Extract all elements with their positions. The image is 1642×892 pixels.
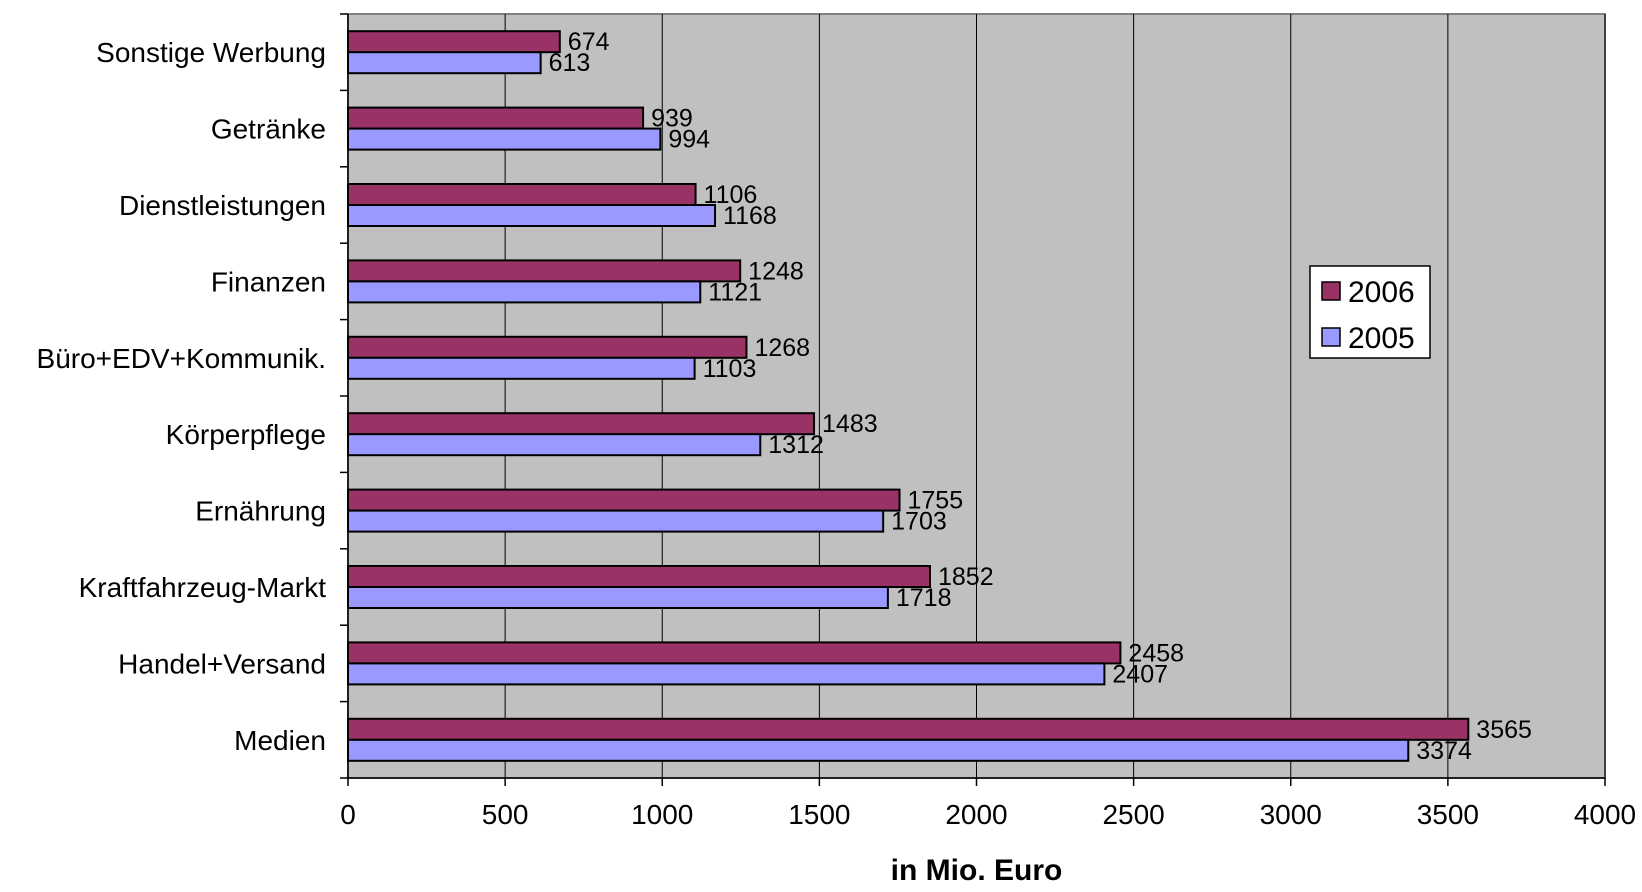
legend-swatch-2005 xyxy=(1321,327,1341,347)
bar-2005 xyxy=(347,51,542,75)
bar-2005 xyxy=(347,738,1410,762)
data-label: 1268 xyxy=(754,334,810,362)
data-label: 1248 xyxy=(748,257,804,285)
category-label: Medien xyxy=(234,725,326,756)
bar-2005 xyxy=(347,127,662,151)
category-label: Kraftfahrzeug-Markt xyxy=(79,572,327,603)
data-label: 1121 xyxy=(708,278,762,306)
category-label: Ernährung xyxy=(195,496,326,527)
x-tick-label: 2000 xyxy=(945,799,1007,830)
data-label: 2407 xyxy=(1112,660,1168,688)
x-axis-title: in Mio. Euro xyxy=(891,854,1063,887)
legend-label: 2005 xyxy=(1348,322,1415,355)
bar-2005 xyxy=(347,433,762,457)
bar-2006 xyxy=(347,641,1122,665)
bar-2006 xyxy=(347,488,901,512)
data-label: 1168 xyxy=(723,202,777,230)
legend: 2006 2005 xyxy=(1309,265,1431,359)
data-label: 1106 xyxy=(704,181,758,209)
category-label: Handel+Versand xyxy=(118,648,326,679)
data-label: 939 xyxy=(651,105,693,133)
data-label: 1483 xyxy=(822,410,878,438)
x-tick-label: 500 xyxy=(482,799,529,830)
data-label: 994 xyxy=(668,126,710,154)
bar-2006 xyxy=(347,183,697,206)
x-tick-label: 4000 xyxy=(1574,799,1636,830)
x-tick-label: 1000 xyxy=(631,799,693,830)
bar-2006 xyxy=(347,106,645,130)
x-tick-label: 3500 xyxy=(1417,799,1479,830)
data-label: 3565 xyxy=(1476,716,1532,744)
data-label: 3374 xyxy=(1416,737,1472,765)
legend-swatch-2006 xyxy=(1321,281,1341,301)
bar-2006 xyxy=(347,30,561,54)
data-label: 1755 xyxy=(908,487,964,515)
data-label: 1852 xyxy=(938,563,994,591)
bar-2005 xyxy=(347,280,702,304)
category-label: Finanzen xyxy=(211,266,326,297)
bar-2006 xyxy=(347,565,931,588)
bar-2005 xyxy=(347,204,717,227)
data-label: 1703 xyxy=(891,508,947,536)
data-label: 1312 xyxy=(768,431,824,459)
bar-2006 xyxy=(347,259,742,283)
legend-label: 2006 xyxy=(1348,276,1415,309)
category-axis: Sonstige Werbung Getränke Dienstleistungen… xyxy=(37,13,349,779)
category-label: Getränke xyxy=(211,114,326,145)
bar-2005 xyxy=(347,586,889,609)
x-tick-label: 3000 xyxy=(1260,799,1322,830)
value-axis: 0 500 1000 1500 2000 2500 3000 3500 4000 xyxy=(340,777,1636,830)
data-label: 2458 xyxy=(1128,639,1184,667)
bar-2005 xyxy=(347,356,696,380)
category-label: Büro+EDV+Kommunik. xyxy=(37,343,326,374)
bar-2006 xyxy=(347,717,1470,741)
bars xyxy=(347,30,1470,762)
bar-2005 xyxy=(347,662,1106,686)
category-label: Sonstige Werbung xyxy=(96,37,326,68)
x-tick-label: 2500 xyxy=(1102,799,1164,830)
x-tick-label: 1500 xyxy=(788,799,850,830)
bar-2005 xyxy=(347,509,885,533)
data-label: 674 xyxy=(568,28,610,56)
bar-2006 xyxy=(347,412,816,436)
category-label: Körperpflege xyxy=(166,419,326,450)
bar-2006 xyxy=(347,335,748,359)
data-label: 1103 xyxy=(703,355,757,383)
x-tick-label: 0 xyxy=(340,799,356,830)
data-label: 613 xyxy=(549,49,591,77)
data-label: 1718 xyxy=(896,584,952,612)
category-label: Dienstleistungen xyxy=(119,190,326,221)
